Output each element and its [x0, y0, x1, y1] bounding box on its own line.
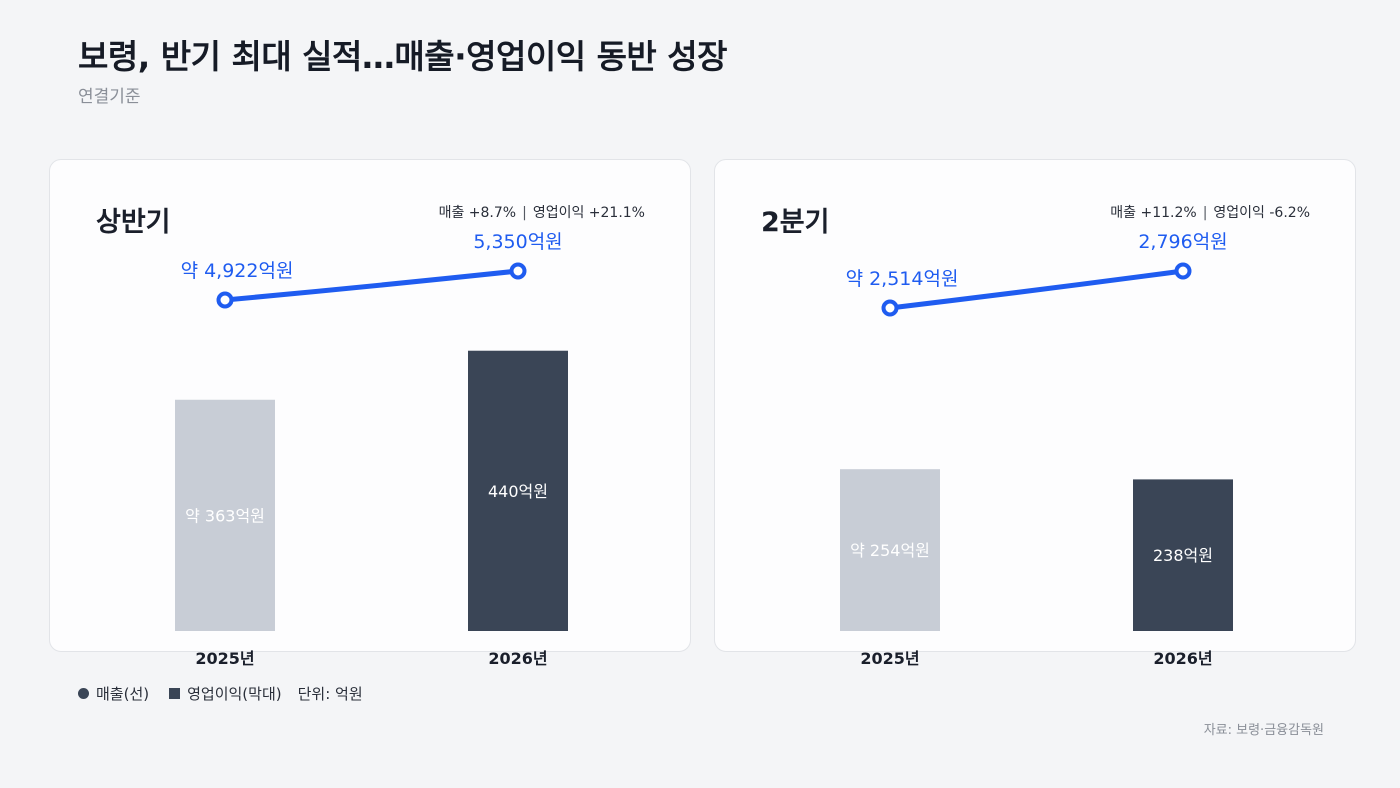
revenue-label: 약 2,514억원: [846, 268, 959, 290]
chart-title: 상반기: [96, 207, 171, 238]
bar-label: 약 254억원: [850, 541, 930, 560]
category-label: 2026년: [488, 649, 547, 668]
category-label: 2026년: [1153, 649, 1212, 668]
revenue-growth: 매출 +11.2%: [1110, 205, 1197, 221]
revenue-label: 약 4,922억원: [181, 260, 294, 282]
bar-2026년: [1133, 479, 1233, 631]
legend: 매출(선) 영업이익(막대) 단위: 억원: [78, 683, 363, 704]
growth-summary: 매출 +11.2% | 영업이익 -6.2%: [1110, 202, 1310, 222]
revenue-line: [887, 268, 1186, 311]
revenue-label: 5,350억원: [473, 231, 562, 253]
revenue-point: [1174, 262, 1192, 280]
revenue-point: [509, 262, 527, 280]
revenue-growth: 매출 +8.7%: [438, 205, 517, 221]
legend-line-marker: [78, 688, 89, 699]
combo-chart-q2: 약 254억원 238억원 2025년 2026년 약 2,514억원 2,796억원: [840, 231, 1233, 668]
source-note: 자료: 보령·금융감독원: [1203, 723, 1324, 738]
page-title: 보령, 반기 최대 실적…매출·영업이익 동반 성장: [78, 37, 728, 76]
growth-separator: |: [522, 205, 527, 221]
legend-profit: 영업이익(막대): [187, 685, 282, 703]
profit-growth: 영업이익 -6.2%: [1213, 205, 1310, 221]
revenue-line: [222, 268, 521, 303]
growth-summary: 매출 +8.7% | 영업이익 +21.1%: [439, 202, 645, 222]
revenue-label: 2,796억원: [1138, 231, 1227, 253]
category-label: 2025년: [860, 649, 919, 668]
bar-label: 약 363억원: [185, 506, 265, 525]
bar-2025년: [175, 399, 275, 631]
legend-unit: 단위: 억원: [297, 685, 363, 703]
profit-growth: 영업이익 +21.1%: [532, 205, 645, 221]
growth-separator: |: [1202, 205, 1208, 221]
bar-label: 238억원: [1153, 546, 1213, 565]
legend-bar-marker: [169, 688, 181, 699]
combo-chart-h1: 약 363억원 440억원 2025년 2026년 약 4,922억원 5,350억원: [175, 231, 568, 668]
bar-label: 440억원: [488, 482, 548, 501]
revenue-point: [881, 299, 899, 317]
legend-revenue: 매출(선): [96, 685, 150, 703]
revenue-point: [216, 291, 234, 309]
bar-2025년: [840, 469, 940, 631]
chart-title: 2분기: [761, 207, 830, 238]
chart-card-q2: 2분기 매출 +11.2% | 영업이익 -6.2% 약 254억원 238억원 202…: [714, 159, 1356, 668]
category-label: 2025년: [195, 649, 254, 668]
bar-2026년: [468, 350, 568, 631]
page-subtitle: 연결기준: [78, 87, 141, 107]
chart-card-h1: 상반기 매출 +8.7% | 영업이익 +21.1% 약 363억원 440억원 202…: [49, 159, 691, 668]
